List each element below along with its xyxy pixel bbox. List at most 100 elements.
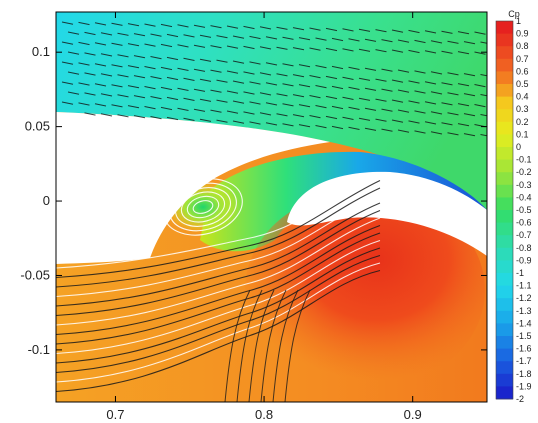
colorbar-label-22: -1.2	[516, 293, 532, 303]
velocity-vector-82	[133, 55, 146, 59]
velocity-vector-66	[292, 47, 305, 51]
velocity-vector-173	[342, 96, 354, 100]
colorbar-swatch-23	[496, 310, 513, 324]
velocity-vector-129	[474, 84, 486, 88]
velocity-vector-61	[210, 45, 222, 49]
velocity-vector-96	[364, 67, 377, 71]
velocity-vector-92	[298, 64, 311, 68]
velocity-vector-59	[177, 44, 189, 48]
velocity-vector-248	[315, 125, 327, 129]
velocity-vector-44	[364, 38, 377, 42]
velocity-vector-100	[430, 71, 443, 75]
velocity-vector-45	[381, 39, 393, 43]
streamline-6	[56, 217, 381, 326]
velocity-vector-153	[447, 92, 459, 96]
velocity-vector-171	[309, 95, 321, 99]
velocity-vector-69	[342, 48, 354, 52]
x-tick-label-2: 0.9	[404, 407, 422, 422]
velocity-vector-165	[210, 89, 222, 93]
velocity-vector-150	[397, 89, 410, 93]
velocity-vector-250	[348, 126, 360, 130]
velocity-vector-180	[457, 103, 470, 107]
velocity-vector-213	[144, 106, 156, 110]
colorbar-swatch-21	[496, 285, 513, 299]
velocity-vector-109	[144, 66, 156, 70]
velocity-vector-209	[78, 102, 90, 106]
lower-streamline-2	[248, 289, 275, 402]
streamline-13	[56, 269, 381, 393]
velocity-vector-252	[381, 128, 393, 132]
velocity-vector-202	[397, 109, 410, 113]
colorbar-label-30: -2	[516, 394, 524, 404]
velocity-vector-36	[232, 35, 245, 39]
velocity-vector-72	[391, 49, 404, 53]
colorbar-swatch-25	[496, 336, 513, 349]
colorbar-swatch-3	[496, 58, 513, 72]
colorbar-label-28: -1.8	[516, 369, 532, 379]
colorbar-label-20: -1	[516, 268, 524, 278]
stagnation-region	[245, 190, 485, 390]
velocity-vector-206	[463, 113, 476, 117]
velocity-vector-53	[78, 41, 90, 46]
upper-flow-region	[56, 12, 487, 230]
velocity-vector-58	[160, 43, 173, 48]
velocity-vector-4	[127, 23, 140, 27]
velocity-vector-102	[463, 73, 476, 77]
velocity-vector-26	[67, 31, 80, 35]
velocity-vector-142	[265, 82, 278, 86]
colorbar-swatch-26	[496, 348, 513, 362]
colorbar-swatch-20	[496, 273, 513, 286]
velocity-vector-97	[381, 68, 393, 72]
velocity-vector-127	[441, 82, 453, 86]
vortex-ring-5	[163, 178, 243, 236]
y-tick-label-1: 0.05	[25, 119, 50, 134]
lower-streamline-5	[284, 289, 311, 402]
colorbar-label-16: -0.6	[516, 218, 532, 228]
velocity-vector-32	[166, 33, 179, 38]
velocity-vector-30	[133, 33, 146, 37]
colorbar-swatch-16	[496, 222, 513, 236]
velocity-vector-114	[226, 70, 239, 74]
velocity-vector-160	[127, 85, 140, 89]
velocity-vector-255	[430, 131, 443, 135]
velocity-vector-236	[117, 114, 129, 118]
velocity-vector-13	[276, 26, 288, 30]
streamline-8	[56, 232, 381, 345]
streamline-2	[56, 187, 381, 288]
velocity-vector-80	[100, 53, 113, 57]
velocity-vector-136	[166, 76, 179, 81]
velocity-vector-188	[166, 96, 179, 101]
pressure-contour-field	[56, 12, 487, 402]
velocity-vector-207	[480, 114, 487, 117]
velocity-vector-257	[463, 133, 476, 137]
velocity-vector-113	[210, 69, 222, 73]
streamlines-group	[56, 172, 381, 402]
lower-streamline-1	[236, 289, 263, 402]
velocity-vector-77	[474, 51, 486, 55]
velocity-vector-138	[199, 78, 212, 82]
velocity-vector-78	[67, 51, 80, 55]
velocity-vector-169	[276, 93, 288, 97]
streamline-0	[56, 172, 381, 269]
velocity-vector-54	[94, 42, 107, 46]
velocity-vector-68	[325, 47, 338, 52]
lower-streamline-0	[224, 289, 251, 402]
plot-frame	[55, 11, 488, 403]
velocity-vector-84	[166, 56, 179, 61]
velocity-vector-185	[117, 94, 129, 98]
velocity-vector-228	[391, 119, 404, 123]
velocity-vector-41	[315, 37, 327, 41]
colorbar-label-3: 0.7	[516, 54, 529, 64]
velocity-vector-55	[111, 42, 123, 46]
velocity-vector-229	[408, 120, 420, 124]
blanked-gap-region	[56, 112, 330, 264]
velocity-vector-117	[276, 73, 288, 77]
velocity-vector-221	[276, 113, 288, 117]
velocity-vector-194	[265, 102, 278, 106]
colorbar-label-0: 1	[516, 16, 521, 26]
velocity-vector-28	[100, 32, 113, 36]
colorbar-label-25: -1.5	[516, 331, 532, 341]
colorbar-labels: 1 0.9 0.8 0.7 0.6 0.5 0.4 0.3 0.2 0.1 0 -0.1 -0.2 -0.…	[516, 16, 532, 404]
velocity-vector-212	[127, 105, 140, 109]
